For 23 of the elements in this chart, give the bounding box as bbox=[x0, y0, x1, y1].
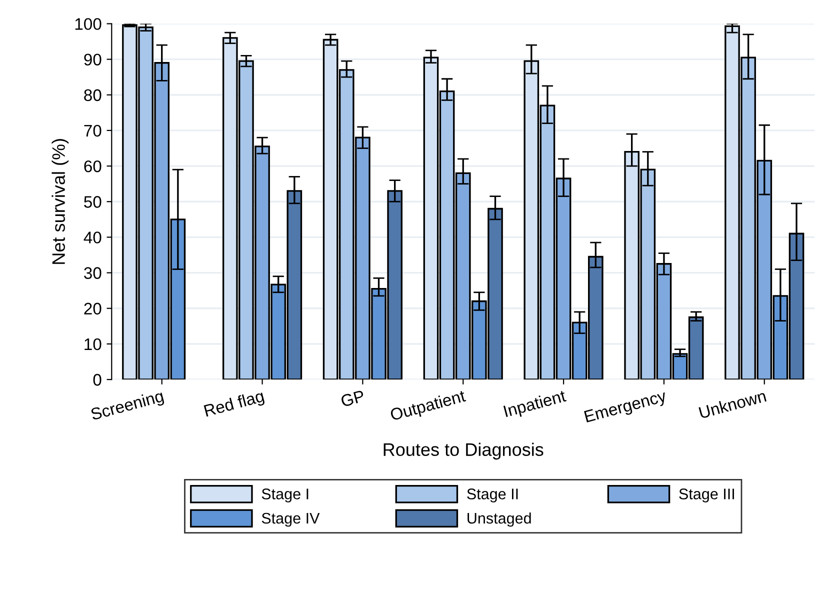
y-tick-label: 90 bbox=[84, 54, 102, 66]
x-axis-title: Routes to Diagnosis bbox=[384, 442, 544, 460]
y-tick-label: 30 bbox=[84, 267, 102, 279]
legend-label: Stage I bbox=[262, 488, 308, 502]
legend-label: Stage IV bbox=[262, 512, 320, 527]
legend-label: Unstaged bbox=[468, 512, 531, 527]
y-tick-label: 40 bbox=[84, 232, 102, 244]
x-tick-label: Inpatient bbox=[503, 389, 568, 420]
x-tick-label: Red flag bbox=[204, 390, 266, 420]
y-tick-label: 100 bbox=[75, 18, 102, 30]
y-tick-label: 20 bbox=[84, 302, 102, 315]
y-tick-label: 60 bbox=[84, 160, 102, 172]
y-tick-label: 50 bbox=[84, 196, 102, 208]
y-tick-label: 10 bbox=[84, 338, 102, 350]
y-tick-label: 80 bbox=[84, 89, 102, 102]
x-tick-label: GP bbox=[340, 390, 366, 408]
y-axis-title: Net survival (%) bbox=[52, 139, 69, 264]
x-tick-label: Unknown bbox=[698, 390, 767, 419]
legend-label: Stage III bbox=[679, 488, 734, 502]
y-tick-label: 70 bbox=[84, 124, 102, 137]
y-tick-label: 0 bbox=[93, 374, 102, 386]
legend-label: Stage II bbox=[467, 488, 518, 502]
x-tick-label: Screening bbox=[90, 390, 165, 424]
